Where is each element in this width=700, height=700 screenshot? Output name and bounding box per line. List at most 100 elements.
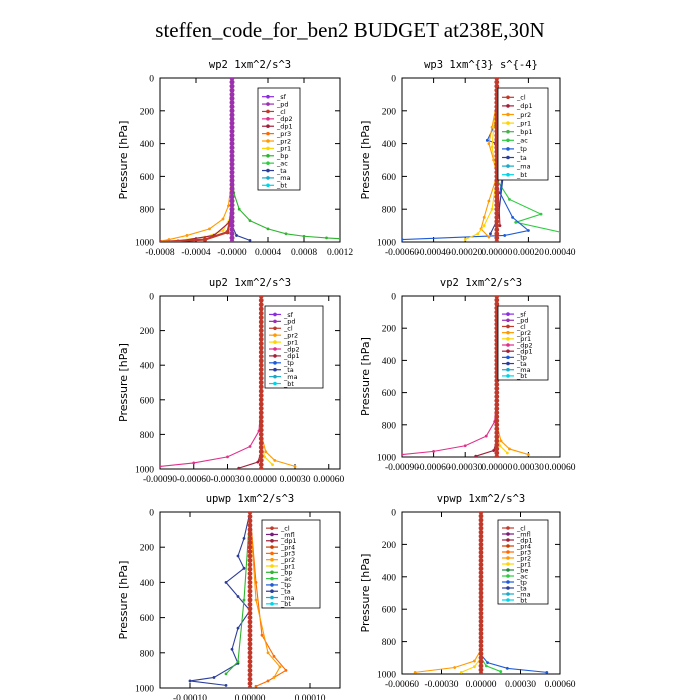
point-pr2 — [254, 598, 258, 602]
y-tick-label: 600 — [382, 389, 397, 399]
point-pd — [229, 239, 235, 242]
legend-marker-pr1 — [273, 340, 277, 344]
point-pr1 — [482, 224, 486, 228]
point-pd — [229, 79, 235, 85]
point-cl — [247, 606, 253, 612]
point-dp2 — [432, 449, 435, 453]
legend-marker-cl — [506, 526, 510, 530]
point-cl — [258, 297, 264, 303]
point-cl — [247, 597, 253, 603]
plot-panel-4: vp2 1xm^2/s^3 Pressure [hPa] 0 200 400 600 800… — [359, 277, 576, 473]
legend-label-pr1: _pr1 — [283, 338, 298, 346]
x-tick-label: -0.00030 — [424, 680, 458, 690]
legend-label-ta: _ta — [276, 167, 287, 175]
legend-marker-ac — [270, 576, 274, 581]
point-ac — [590, 238, 593, 241]
y-tick-label: 200 — [382, 541, 397, 551]
point-cl — [258, 384, 264, 390]
point-pd — [229, 104, 235, 110]
point-cl — [478, 671, 484, 674]
series-dp2 — [402, 296, 498, 456]
legend-marker-bt — [506, 598, 510, 602]
legend-label-ma: _ma — [516, 162, 531, 170]
point-ta — [489, 232, 492, 236]
point-cl — [247, 566, 253, 572]
point-cl — [258, 444, 264, 450]
point-cl — [258, 371, 264, 377]
legend-label-ma: _ma — [516, 366, 531, 374]
y-tick-label: 400 — [382, 573, 397, 583]
legend-marker-ma — [273, 374, 277, 379]
point-cl — [247, 672, 253, 678]
legend-marker-pr2 — [266, 139, 270, 143]
series-pr1 — [461, 512, 482, 673]
point-cl — [225, 229, 230, 235]
legend-label-dp1: _dp1 — [280, 537, 297, 545]
x-tick-label: 0.00000 — [246, 475, 277, 485]
point-cl — [478, 566, 484, 572]
point-pd — [229, 124, 235, 130]
point-pr2 — [273, 458, 277, 462]
series-pr2 — [415, 512, 482, 673]
y-tick-label: 200 — [140, 544, 155, 554]
point-cl — [478, 533, 484, 539]
point-cl — [478, 512, 484, 515]
point-dp2 — [192, 461, 196, 465]
point-pr2 — [272, 676, 276, 679]
legend-label-ma: _ma — [516, 590, 531, 598]
point-cl — [258, 310, 264, 316]
legend-marker-dp1 — [266, 124, 270, 129]
legend-label-pr1: _pr1 — [280, 562, 295, 570]
legend-label-bt: _bt — [280, 600, 291, 608]
legend-marker-ta — [273, 367, 277, 372]
point-ac — [508, 197, 511, 201]
x-tick-label: 0.00020 — [513, 248, 544, 258]
point-cl — [494, 210, 500, 216]
point-cl — [478, 614, 484, 620]
point-cl — [247, 619, 253, 625]
point-cl — [478, 542, 484, 547]
legend-label-bt: _bt — [516, 171, 527, 179]
point-cl — [247, 536, 253, 541]
point-cl — [478, 659, 484, 665]
legend-marker-be — [506, 568, 510, 572]
point-ta — [188, 679, 192, 683]
legend-label-tp: _tp — [516, 354, 527, 362]
point-ta — [230, 647, 234, 651]
point-cl — [258, 462, 264, 468]
plot-panel-3: up2 1xm^2/s^3 Pressure [hPa] 0 200 400 600 800… — [117, 277, 344, 485]
point-pd — [229, 231, 235, 237]
point-cl — [478, 663, 484, 669]
point-ac — [484, 664, 488, 668]
point-cl — [258, 406, 264, 411]
point-cl — [247, 584, 253, 590]
plot-panel-5: upwp 1xm^2/s^3 Pressure [hPa] 0 200 400 600 80… — [117, 493, 341, 700]
point-pd — [229, 186, 235, 192]
point-cl — [494, 402, 500, 408]
point-pr2 — [508, 447, 511, 451]
point-pd — [229, 141, 235, 147]
point-cl — [478, 643, 484, 649]
point-pr2 — [413, 670, 417, 674]
legend-label-pr4: _pr4 — [280, 543, 295, 551]
point-bp — [237, 207, 241, 211]
plot-frame — [401, 295, 561, 458]
legend-label-tp: _tp — [516, 145, 527, 153]
point-cl — [494, 390, 500, 395]
legend-marker-dp2 — [506, 343, 510, 347]
legend-label-pr1: _pr1 — [516, 119, 531, 127]
point-pr2 — [266, 651, 270, 655]
point-cl — [494, 83, 500, 89]
legend-label-sf: _sf — [516, 310, 527, 318]
plot-panel-6: vpwp 1xm^2/s^3 Pressure [hPa] 0 200 400 600 80… — [359, 493, 576, 690]
point-cl — [247, 588, 253, 594]
point-cl — [494, 382, 500, 387]
legend-marker-pr1 — [506, 562, 510, 566]
point-tp — [485, 138, 489, 142]
point-cl — [478, 647, 484, 653]
legend-marker-pr1 — [270, 564, 274, 568]
point-cl — [478, 635, 484, 640]
legend-label-bp: _bp — [276, 152, 289, 160]
legend-label-pd: _pd — [283, 318, 296, 326]
